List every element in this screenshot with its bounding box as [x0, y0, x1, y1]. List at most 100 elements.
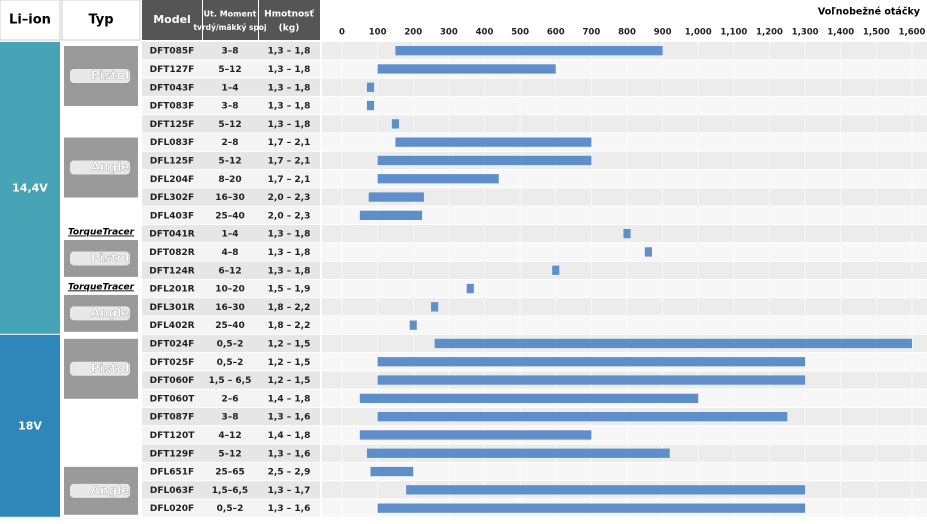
row-bg: [322, 462, 927, 481]
bar: [359, 430, 592, 440]
header-cell: [61, 0, 141, 41]
brand-label: TorqueTracer: [68, 282, 135, 292]
header-typ: Typ: [88, 13, 113, 28]
model: DFL083F: [150, 138, 194, 148]
torque: 16–30: [215, 303, 245, 313]
weight: 1,8 – 2,2: [268, 321, 311, 331]
bar: [552, 265, 560, 275]
x-tick-label: 1,600: [899, 28, 926, 38]
model: DFT043F: [150, 83, 195, 93]
torque: 4–8: [221, 248, 238, 258]
bar: [359, 393, 699, 403]
header-cell: [259, 0, 320, 40]
model: DFT024F: [150, 339, 195, 349]
row-bg: [142, 316, 320, 334]
tool-silhouette: [70, 361, 130, 376]
torque: 1–4: [221, 83, 238, 93]
row-bg: [142, 42, 320, 60]
bar: [366, 82, 375, 92]
bar: [377, 503, 806, 513]
model: DFL651F: [150, 468, 194, 478]
model: DFT082R: [149, 248, 195, 258]
bar: [377, 412, 788, 422]
model: DFL204F: [150, 175, 194, 185]
weight: 1,3 – 1,8: [268, 266, 311, 276]
weight: 2,0 – 2,3: [268, 193, 311, 203]
row-bg: [142, 188, 320, 206]
x-tick-label: 1,300: [792, 28, 819, 38]
row-bg: [322, 188, 927, 206]
weight: 1,3 – 1,8: [268, 248, 311, 258]
torque: 6–12: [218, 266, 241, 276]
weight: 1,7 – 2,1: [268, 156, 311, 166]
row-bg: [142, 115, 320, 133]
model: DFT124R: [149, 266, 195, 276]
row-bg: [142, 353, 320, 371]
weight: 1,2 – 1,5: [268, 358, 311, 368]
row-bg: [142, 481, 320, 499]
torque: 0,5–2: [217, 504, 244, 514]
model: DFT025F: [150, 358, 195, 368]
bar: [370, 466, 414, 477]
type-label: Pistol: [91, 361, 129, 375]
x-tick-label: 0: [339, 28, 345, 38]
bar: [377, 357, 806, 367]
torque: 1,5–6,5: [212, 486, 248, 496]
row-bg: [142, 151, 320, 170]
model: DFT083F: [150, 102, 195, 112]
header-torque: tvrdý/mäkký spoj: [193, 23, 266, 32]
torque: 0,5–2: [217, 339, 244, 349]
row-bg: [322, 261, 927, 279]
row-bg: [142, 462, 320, 481]
model: DFL402R: [149, 321, 194, 331]
x-tick-label: 1,500: [863, 28, 890, 38]
bar: [377, 375, 806, 385]
brand-label: TorqueTracer: [68, 228, 135, 238]
model: DFT127F: [150, 65, 195, 75]
torque: 25–65: [215, 468, 245, 478]
header-cell: [203, 0, 258, 40]
type-label: Angle: [91, 160, 130, 174]
torque: 5–12: [218, 65, 241, 75]
weight: 1,3 – 1,8: [268, 120, 311, 130]
torque: 1–4: [221, 230, 238, 240]
bar: [359, 210, 423, 220]
bar: [366, 448, 670, 458]
header-torque: Ut. Moment: [204, 10, 257, 19]
type-label: Pistol: [91, 69, 129, 83]
x-tick-label: 1,100: [720, 28, 747, 38]
weight: 1,2 – 1,5: [268, 339, 311, 349]
chart-title: Voľnobežné otáčky: [818, 7, 921, 18]
bar: [366, 100, 375, 111]
bar: [395, 137, 592, 147]
bar: [377, 155, 592, 166]
bar: [466, 283, 474, 294]
torque: 25–40: [215, 321, 245, 331]
header-weight: Hmotnosť: [264, 10, 314, 20]
model: DFL063F: [150, 486, 194, 496]
weight: 1,3 – 1,7: [268, 486, 311, 496]
weight: 1,5 – 1,9: [268, 285, 311, 295]
model: DFT041R: [149, 230, 195, 240]
torque: 1,5 – 6,5: [209, 376, 252, 386]
tool-silhouette: [70, 306, 130, 321]
x-tick-label: 300: [440, 28, 458, 38]
model: DFT060T: [150, 394, 196, 404]
row-bg: [322, 206, 927, 224]
weight: 1,3 – 1,8: [268, 230, 311, 240]
row-bg: [142, 444, 320, 462]
torque: 25–40: [215, 211, 245, 221]
model: DFT087F: [150, 413, 195, 423]
torque: 5–12: [218, 120, 241, 130]
voltage-cell: [0, 334, 60, 517]
row-bg: [322, 316, 927, 334]
row-bg: [142, 243, 320, 261]
row-bg: [142, 96, 320, 115]
torque: 10–20: [215, 285, 245, 295]
row-bg: [322, 78, 927, 96]
row-bg: [142, 279, 320, 298]
weight: 1,3 – 1,8: [268, 102, 311, 112]
row-bg: [142, 298, 320, 316]
weight: 1,8 – 2,2: [268, 303, 311, 313]
